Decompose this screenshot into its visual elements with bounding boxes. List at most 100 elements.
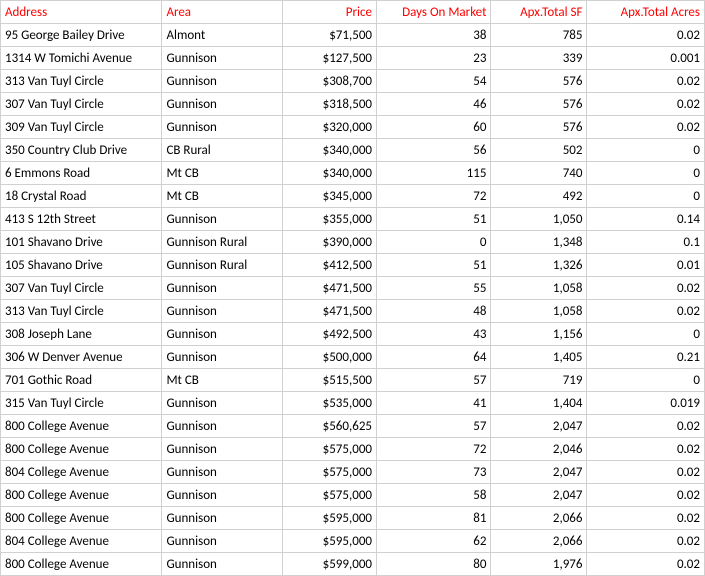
cell-address[interactable]: 800 College Avenue	[1, 438, 162, 461]
cell-price[interactable]: $71,500	[283, 24, 377, 47]
cell-area[interactable]: Gunnison	[162, 507, 283, 530]
cell-area[interactable]: Gunnison	[162, 346, 283, 369]
cell-days[interactable]: 73	[377, 461, 491, 484]
cell-acres[interactable]: 0	[587, 139, 705, 162]
cell-area[interactable]: Gunnison	[162, 277, 283, 300]
cell-price[interactable]: $575,000	[283, 438, 377, 461]
cell-sf[interactable]: 576	[491, 93, 587, 116]
cell-address[interactable]: 309 Van Tuyl Circle	[1, 116, 162, 139]
cell-price[interactable]: $340,000	[283, 139, 377, 162]
cell-days[interactable]: 57	[377, 415, 491, 438]
cell-acres[interactable]: 0.02	[587, 277, 705, 300]
table-row[interactable]: 105 Shavano DriveGunnison Rural$412,5005…	[1, 254, 705, 277]
cell-address[interactable]: 95 George Bailey Drive	[1, 24, 162, 47]
cell-acres[interactable]: 0.019	[587, 392, 705, 415]
cell-sf[interactable]: 1,976	[491, 553, 587, 576]
cell-sf[interactable]: 2,047	[491, 461, 587, 484]
table-row[interactable]: 804 College AvenueGunnison$595,000622,06…	[1, 530, 705, 553]
table-row[interactable]: 309 Van Tuyl CircleGunnison$320,00060576…	[1, 116, 705, 139]
cell-sf[interactable]: 1,050	[491, 208, 587, 231]
cell-sf[interactable]: 1,156	[491, 323, 587, 346]
header-sf[interactable]: Apx.Total SF	[491, 1, 587, 24]
table-row[interactable]: 101 Shavano DriveGunnison Rural$390,0000…	[1, 231, 705, 254]
cell-sf[interactable]: 1,326	[491, 254, 587, 277]
cell-acres[interactable]: 0.14	[587, 208, 705, 231]
cell-area[interactable]: Gunnison	[162, 438, 283, 461]
cell-address[interactable]: 800 College Avenue	[1, 553, 162, 576]
cell-acres[interactable]: 0.02	[587, 24, 705, 47]
table-row[interactable]: 350 Country Club DriveCB Rural$340,00056…	[1, 139, 705, 162]
cell-price[interactable]: $340,000	[283, 162, 377, 185]
cell-price[interactable]: $515,500	[283, 369, 377, 392]
cell-area[interactable]: Gunnison	[162, 484, 283, 507]
cell-address[interactable]: 804 College Avenue	[1, 530, 162, 553]
cell-price[interactable]: $345,000	[283, 185, 377, 208]
cell-days[interactable]: 51	[377, 208, 491, 231]
cell-days[interactable]: 54	[377, 70, 491, 93]
cell-price[interactable]: $355,000	[283, 208, 377, 231]
cell-sf[interactable]: 2,066	[491, 530, 587, 553]
cell-area[interactable]: Gunnison	[162, 70, 283, 93]
cell-address[interactable]: 307 Van Tuyl Circle	[1, 93, 162, 116]
table-row[interactable]: 307 Van Tuyl CircleGunnison$471,500551,0…	[1, 277, 705, 300]
cell-sf[interactable]: 1,405	[491, 346, 587, 369]
cell-price[interactable]: $320,000	[283, 116, 377, 139]
cell-sf[interactable]: 2,046	[491, 438, 587, 461]
cell-days[interactable]: 0	[377, 231, 491, 254]
cell-area[interactable]: Gunnison	[162, 323, 283, 346]
cell-area[interactable]: Gunnison	[162, 116, 283, 139]
cell-price[interactable]: $595,000	[283, 507, 377, 530]
cell-price[interactable]: $599,000	[283, 553, 377, 576]
cell-area[interactable]: Gunnison Rural	[162, 231, 283, 254]
cell-price[interactable]: $535,000	[283, 392, 377, 415]
cell-acres[interactable]: 0.02	[587, 93, 705, 116]
cell-address[interactable]: 413 S 12th Street	[1, 208, 162, 231]
cell-sf[interactable]: 576	[491, 70, 587, 93]
cell-sf[interactable]: 740	[491, 162, 587, 185]
cell-address[interactable]: 1314 W Tomichi Avenue	[1, 47, 162, 70]
cell-days[interactable]: 51	[377, 254, 491, 277]
cell-price[interactable]: $575,000	[283, 484, 377, 507]
cell-area[interactable]: Mt CB	[162, 185, 283, 208]
cell-sf[interactable]: 2,047	[491, 484, 587, 507]
table-row[interactable]: 800 College AvenueGunnison$599,000801,97…	[1, 553, 705, 576]
cell-acres[interactable]: 0.02	[587, 484, 705, 507]
cell-area[interactable]: Gunnison	[162, 461, 283, 484]
cell-area[interactable]: Mt CB	[162, 369, 283, 392]
cell-days[interactable]: 80	[377, 553, 491, 576]
cell-sf[interactable]: 576	[491, 116, 587, 139]
cell-sf[interactable]: 785	[491, 24, 587, 47]
cell-days[interactable]: 62	[377, 530, 491, 553]
cell-address[interactable]: 308 Joseph Lane	[1, 323, 162, 346]
cell-acres[interactable]: 0.02	[587, 116, 705, 139]
cell-price[interactable]: $500,000	[283, 346, 377, 369]
cell-days[interactable]: 57	[377, 369, 491, 392]
cell-address[interactable]: 701 Gothic Road	[1, 369, 162, 392]
cell-days[interactable]: 56	[377, 139, 491, 162]
cell-price[interactable]: $492,500	[283, 323, 377, 346]
cell-price[interactable]: $412,500	[283, 254, 377, 277]
cell-address[interactable]: 18 Crystal Road	[1, 185, 162, 208]
cell-area[interactable]: Gunnison	[162, 47, 283, 70]
cell-area[interactable]: Gunnison	[162, 93, 283, 116]
header-price[interactable]: Price	[283, 1, 377, 24]
table-row[interactable]: 1314 W Tomichi AvenueGunnison$127,500233…	[1, 47, 705, 70]
cell-area[interactable]: CB Rural	[162, 139, 283, 162]
cell-acres[interactable]: 0.02	[587, 438, 705, 461]
cell-price[interactable]: $560,625	[283, 415, 377, 438]
cell-acres[interactable]: 0.1	[587, 231, 705, 254]
cell-sf[interactable]: 2,066	[491, 507, 587, 530]
cell-sf[interactable]: 2,047	[491, 415, 587, 438]
cell-days[interactable]: 81	[377, 507, 491, 530]
header-acres[interactable]: Apx.Total Acres	[587, 1, 705, 24]
cell-acres[interactable]: 0	[587, 369, 705, 392]
table-row[interactable]: 313 Van Tuyl CircleGunnison$471,500481,0…	[1, 300, 705, 323]
cell-price[interactable]: $308,700	[283, 70, 377, 93]
cell-sf[interactable]: 502	[491, 139, 587, 162]
table-row[interactable]: 800 College AvenueGunnison$595,000812,06…	[1, 507, 705, 530]
cell-days[interactable]: 48	[377, 300, 491, 323]
table-row[interactable]: 6 Emmons RoadMt CB$340,0001157400	[1, 162, 705, 185]
cell-days[interactable]: 23	[377, 47, 491, 70]
cell-acres[interactable]: 0.21	[587, 346, 705, 369]
cell-days[interactable]: 38	[377, 24, 491, 47]
